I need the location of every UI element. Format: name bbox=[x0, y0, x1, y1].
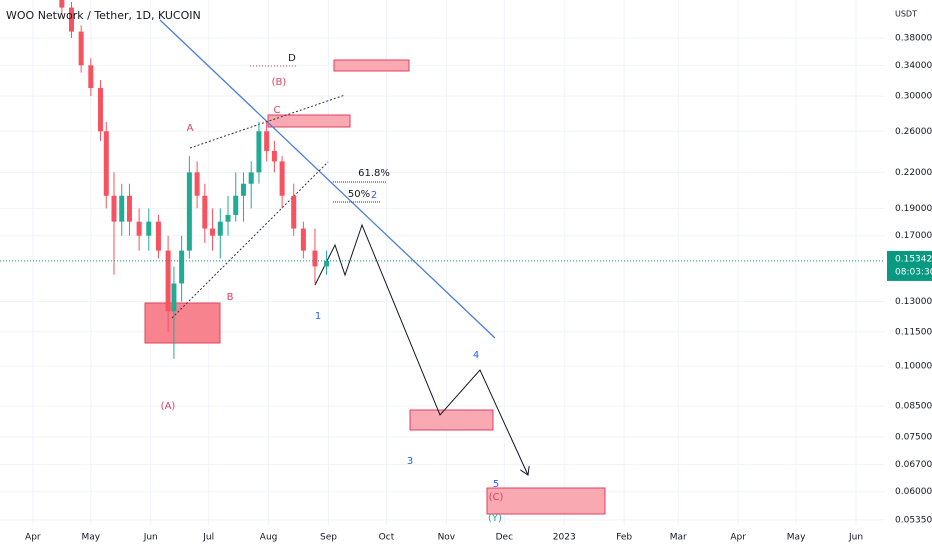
y-tick-label: 0.10000 bbox=[895, 362, 932, 372]
plot bbox=[0, 0, 885, 515]
annotation: B bbox=[227, 292, 234, 303]
y-tick-label: 0.06000 bbox=[895, 487, 932, 497]
y-tick-label: 0.11500 bbox=[895, 327, 932, 337]
x-tick-label: 2023 bbox=[553, 533, 576, 543]
zone-box bbox=[486, 487, 606, 515]
annotation: A bbox=[187, 123, 194, 134]
candle-body bbox=[103, 131, 109, 196]
x-tick-label: Jun bbox=[848, 533, 863, 543]
annotation: 61.8% bbox=[358, 168, 390, 179]
zone-box bbox=[144, 302, 221, 344]
zone-box bbox=[267, 114, 351, 128]
candle-body bbox=[78, 31, 84, 66]
countdown: 08:03:30 bbox=[895, 267, 932, 277]
annotation: (B) bbox=[272, 77, 287, 88]
candle-body bbox=[68, 7, 74, 32]
x-tick-label: Mar bbox=[670, 533, 687, 543]
y-tick-label: 0.05350 bbox=[895, 515, 932, 525]
annotation: 5 bbox=[493, 479, 499, 490]
candle-body bbox=[155, 221, 161, 251]
x-tick-label: Oct bbox=[379, 533, 395, 543]
x-tick-label: Apr bbox=[730, 533, 746, 543]
candle-body bbox=[202, 195, 208, 229]
zone-box bbox=[333, 59, 410, 72]
y-tick-label: 0.30000 bbox=[895, 92, 932, 102]
projection-path bbox=[314, 223, 528, 475]
last-price-label: 0.15342 bbox=[895, 254, 932, 264]
candle-body bbox=[240, 183, 246, 196]
candle-body bbox=[165, 250, 171, 312]
y-tick-label: 0.17000 bbox=[895, 231, 932, 241]
candle-body bbox=[264, 131, 270, 151]
grid bbox=[0, 0, 885, 525]
annotation: 4 bbox=[473, 350, 479, 361]
y-tick-label: 0.26000 bbox=[895, 127, 932, 137]
candle-body bbox=[233, 195, 239, 215]
y-tick-label: 0.07500 bbox=[895, 432, 932, 442]
candle-body bbox=[119, 195, 125, 222]
x-tick-label: Aug bbox=[260, 533, 278, 543]
candle-body bbox=[312, 250, 318, 267]
candle-body bbox=[210, 228, 216, 236]
candle-body bbox=[279, 161, 285, 196]
channel-line bbox=[171, 161, 329, 319]
candle-body bbox=[256, 131, 262, 173]
x-tick-label: Jul bbox=[202, 533, 214, 543]
candle-body bbox=[97, 88, 103, 132]
candle-body bbox=[194, 172, 200, 196]
candle-body bbox=[126, 195, 132, 222]
annotation: C bbox=[274, 105, 281, 116]
candle-body bbox=[217, 221, 223, 236]
candle-body bbox=[59, 0, 65, 8]
channel-line bbox=[189, 94, 346, 149]
annotation: 50% bbox=[348, 189, 370, 200]
x-tick-label: May bbox=[787, 533, 806, 543]
x-tick-label: Apr bbox=[25, 533, 41, 543]
candle-body bbox=[186, 172, 192, 251]
x-tick-label: Sep bbox=[320, 533, 337, 543]
annotation: D bbox=[288, 53, 296, 64]
annotation: 3 bbox=[407, 456, 413, 467]
annotation: (C) bbox=[489, 492, 504, 503]
x-tick-label: Nov bbox=[438, 533, 456, 543]
y-tick-label: 0.34000 bbox=[895, 61, 932, 71]
x-tick-label: Dec bbox=[496, 533, 513, 543]
candle-body bbox=[225, 214, 231, 222]
y-tick-label: 0.19000 bbox=[895, 204, 932, 214]
last-price-box bbox=[887, 250, 932, 281]
candle-body bbox=[248, 172, 254, 184]
annotation: (Y) bbox=[488, 513, 502, 524]
annotation: 1 bbox=[315, 311, 321, 322]
zone-box bbox=[409, 409, 494, 431]
candle-body bbox=[111, 195, 117, 222]
y-tick-label: 0.08500 bbox=[895, 402, 932, 412]
candle-body bbox=[171, 283, 177, 312]
axis-unit: USDT bbox=[895, 10, 917, 19]
x-tick-label: Jun bbox=[143, 533, 158, 543]
trend-line bbox=[159, 19, 496, 339]
y-tick-label: 0.06700 bbox=[895, 460, 932, 470]
candle-body bbox=[88, 65, 94, 89]
candle-body bbox=[291, 195, 297, 229]
annotation: (A) bbox=[161, 401, 176, 412]
annotation: 2 bbox=[371, 190, 377, 201]
candle-body bbox=[179, 250, 185, 284]
y-tick-label: 0.22000 bbox=[895, 168, 932, 178]
candle-body bbox=[136, 221, 142, 236]
candle-body bbox=[271, 150, 277, 162]
y-tick-label: 0.13000 bbox=[895, 297, 932, 307]
candle-body bbox=[324, 260, 330, 267]
x-tick-label: May bbox=[82, 533, 101, 543]
chart-title: WOO Network / Tether, 1D, KUCOIN bbox=[6, 9, 201, 22]
candle-body bbox=[146, 221, 152, 236]
y-tick-label: 0.38000 bbox=[895, 33, 932, 43]
candle-body bbox=[300, 228, 306, 251]
x-tick-label: Feb bbox=[616, 533, 632, 543]
